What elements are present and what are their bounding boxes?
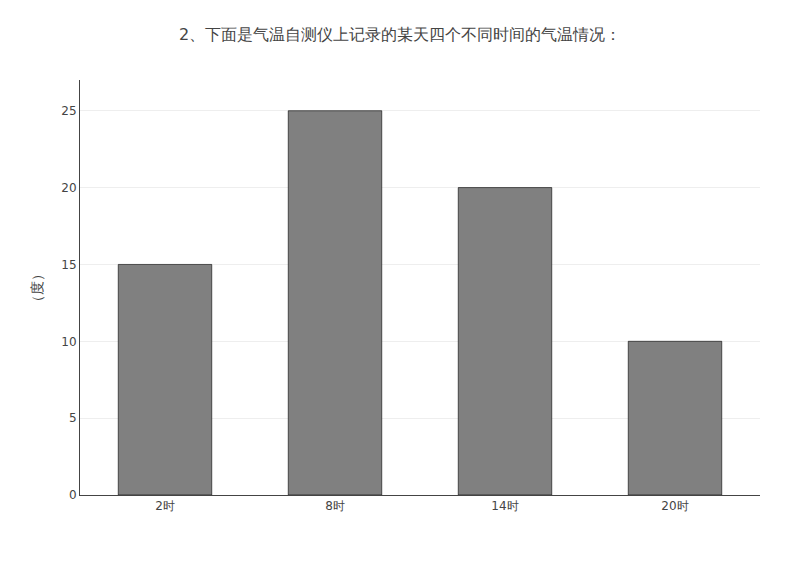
svg-text:25: 25 xyxy=(61,104,76,118)
svg-text:0: 0 xyxy=(69,488,77,502)
svg-text:20: 20 xyxy=(61,181,76,195)
svg-text:2、下面是气温自测仪上记录的某天四个不同时间的气温情况：: 2、下面是气温自测仪上记录的某天四个不同时间的气温情况： xyxy=(179,25,621,44)
svg-text:14时: 14时 xyxy=(491,499,518,513)
svg-text:（度）: （度） xyxy=(29,267,45,309)
svg-text:8时: 8时 xyxy=(325,499,345,513)
svg-text:15: 15 xyxy=(61,258,76,272)
svg-text:20时: 20时 xyxy=(661,499,688,513)
svg-text:5: 5 xyxy=(69,411,77,425)
svg-text:2时: 2时 xyxy=(155,499,175,513)
svg-text:10: 10 xyxy=(61,335,76,349)
